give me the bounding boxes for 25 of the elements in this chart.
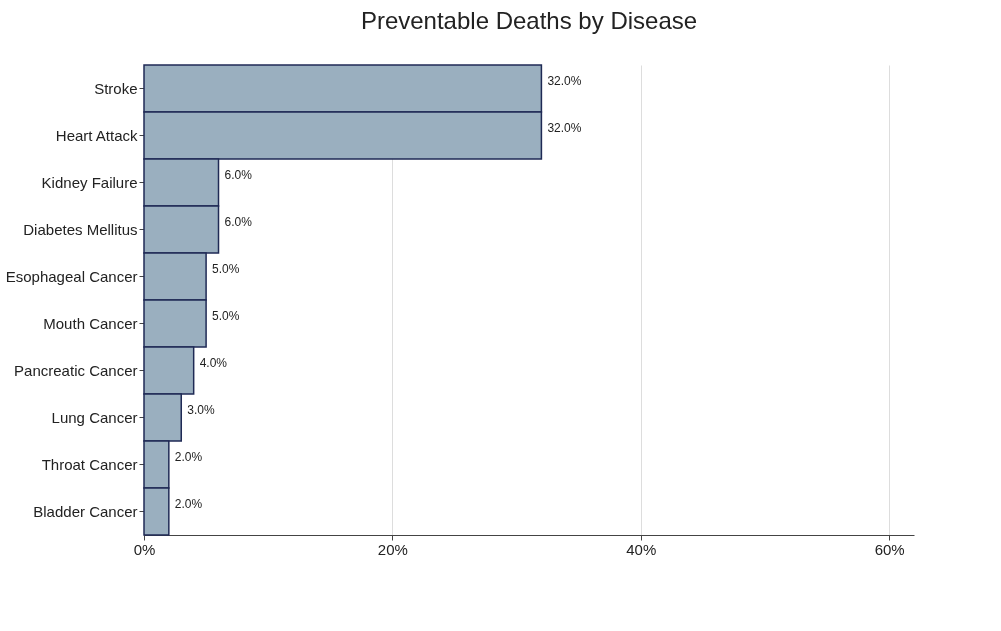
x-tick-label: 60% [874, 540, 905, 558]
data-label: 6.0% [224, 167, 253, 182]
data-label: 2.0% [174, 496, 203, 511]
y-tick-label: Pancreatic Cancer [14, 361, 138, 379]
y-tick-label: Stroke [94, 79, 138, 97]
data-label: 32.0% [547, 73, 582, 88]
y-tick-label: Mouth Cancer [43, 314, 138, 332]
data-label: 4.0% [199, 355, 228, 370]
y-tick-label: Kidney Failure [41, 173, 138, 191]
y-tick-label: Throat Cancer [41, 455, 138, 473]
data-label: 2.0% [174, 449, 203, 464]
data-label: 6.0% [224, 214, 253, 229]
data-label: 3.0% [187, 402, 215, 417]
y-tick-label: Esophageal Cancer [5, 267, 138, 285]
data-label: 32.0% [547, 120, 582, 135]
y-tick-label: Bladder Cancer [33, 502, 138, 520]
y-tick-label: Diabetes Mellitus [23, 220, 138, 238]
data-label: 5.0% [212, 308, 240, 323]
data-label: 5.0% [212, 261, 240, 276]
y-tick-label: Heart Attack [55, 126, 138, 144]
x-tick-label: 0% [133, 540, 156, 558]
x-tick-label: 20% [377, 540, 408, 558]
chart-title: Preventable Deaths by Disease [360, 7, 698, 35]
x-tick-label: 40% [626, 540, 657, 558]
y-tick-label: Lung Cancer [51, 408, 138, 426]
